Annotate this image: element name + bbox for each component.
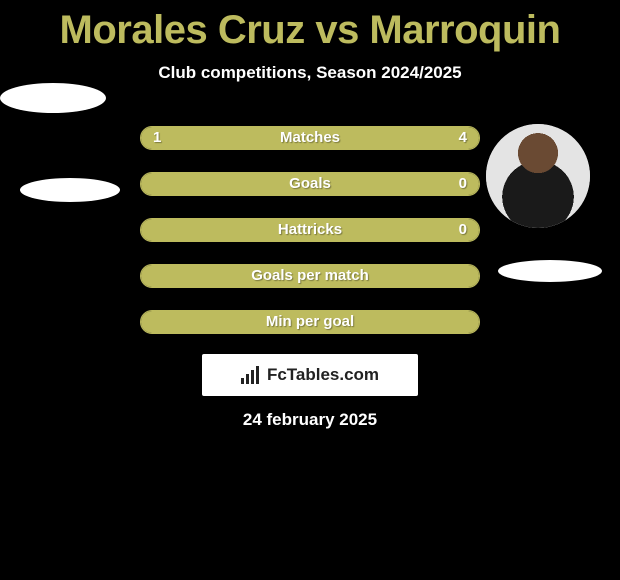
stat-bar: Min per goal (140, 310, 480, 334)
bars-icon (241, 366, 263, 384)
player-right-avatar (486, 124, 590, 228)
date-label: 24 february 2025 (0, 410, 620, 430)
stat-bar: Hattricks0 (140, 218, 480, 242)
bar-label: Min per goal (141, 311, 479, 333)
bar-value-right: 0 (459, 173, 467, 195)
bar-label: Matches (141, 127, 479, 149)
bar-label: Goals per match (141, 265, 479, 287)
stats-bars: Matches14Goals0Hattricks0Goals per match… (140, 126, 480, 356)
site-logo: FcTables.com (202, 354, 418, 396)
bar-label: Goals (141, 173, 479, 195)
stat-bar: Goals0 (140, 172, 480, 196)
bar-value-right: 0 (459, 219, 467, 241)
stat-bar: Goals per match (140, 264, 480, 288)
bar-value-right: 4 (459, 127, 467, 149)
page-subtitle: Club competitions, Season 2024/2025 (0, 63, 620, 83)
player-right-shape (498, 260, 602, 282)
page-title: Morales Cruz vs Marroquin (0, 0, 620, 53)
bar-label: Hattricks (141, 219, 479, 241)
bar-value-left: 1 (153, 127, 161, 149)
avatar-placeholder-icon (486, 124, 590, 228)
stat-bar: Matches1 4 (140, 126, 480, 150)
logo-text: FcTables.com (267, 365, 379, 385)
player-left-shape-2 (20, 178, 120, 202)
player-left-shape (0, 83, 106, 113)
